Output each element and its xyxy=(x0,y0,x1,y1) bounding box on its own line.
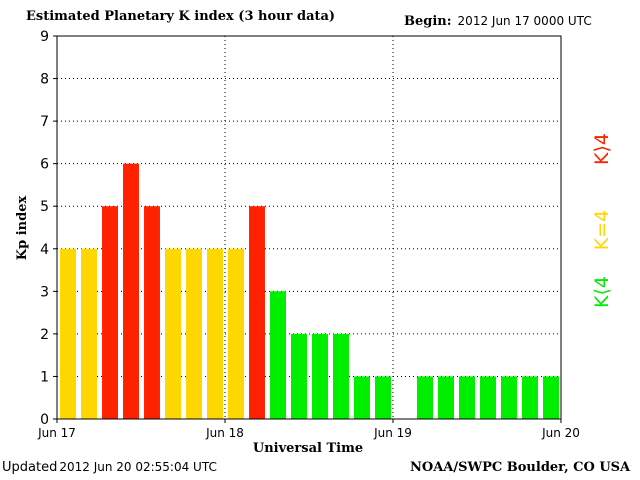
kp-bar xyxy=(480,376,496,419)
kp-bar xyxy=(81,248,97,419)
kp-bar xyxy=(228,248,244,419)
y-tick-label: 7 xyxy=(40,114,49,130)
y-tick-label: 6 xyxy=(40,157,49,173)
x-axis-label: Universal Time xyxy=(253,441,363,456)
chart-title: Estimated Planetary K index (3 hour data… xyxy=(26,9,336,24)
legend-greater: K⟩4 xyxy=(591,133,613,165)
kp-bar xyxy=(270,291,286,419)
x-tick-label: Jun 17 xyxy=(37,426,76,440)
y-tick-label: 2 xyxy=(40,327,49,343)
x-tick-label: Jun 19 xyxy=(373,426,412,440)
kp-bar xyxy=(291,333,307,419)
kp-bar xyxy=(144,206,160,419)
begin-time: Begin: 2012 Jun 17 0000 UTC xyxy=(404,14,592,29)
y-tick-label: 0 xyxy=(40,412,49,428)
updated-label: Updated xyxy=(2,460,58,475)
kp-bar xyxy=(417,376,433,419)
grid-lines xyxy=(57,36,561,419)
legend-less: K⟨4 xyxy=(591,276,613,308)
begin-label: Begin: xyxy=(404,14,452,29)
kp-bar xyxy=(543,376,559,419)
begin-value: 2012 Jun 17 0000 UTC xyxy=(457,14,592,28)
y-tick-label: 8 xyxy=(40,72,49,88)
kp-bar xyxy=(60,248,76,419)
y-axis-label: Kp index xyxy=(15,196,30,261)
kp-bar xyxy=(249,206,265,419)
y-tick-label: 4 xyxy=(40,242,49,258)
legend-equal: K=4 xyxy=(591,209,613,251)
plot-frame xyxy=(56,35,562,420)
kp-bar xyxy=(522,376,538,419)
kp-bar xyxy=(459,376,475,419)
kp-bar xyxy=(438,376,454,419)
kp-bar xyxy=(375,376,391,419)
kp-bar xyxy=(186,248,202,419)
y-ticks: 0 1 2 3 4 5 6 7 8 9 xyxy=(40,29,57,428)
x-tick-label: Jun 18 xyxy=(205,426,244,440)
kp-bar xyxy=(312,333,328,419)
y-tick-label: 3 xyxy=(40,284,49,300)
kp-bar xyxy=(333,333,349,419)
kp-bar xyxy=(354,376,370,419)
kp-bar xyxy=(165,248,181,419)
kp-bar xyxy=(123,163,139,419)
y-tick-label: 9 xyxy=(40,29,49,45)
kp-bar xyxy=(207,248,223,419)
bars xyxy=(60,163,559,419)
updated-value: 2012 Jun 20 02:55:04 UTC xyxy=(59,460,217,474)
credit: NOAA/SWPC Boulder, CO USA xyxy=(410,460,631,475)
updated-time: Updated 2012 Jun 20 02:55:04 UTC xyxy=(2,460,217,475)
x-ticks: Jun 17 Jun 18 Jun 19 Jun 20 xyxy=(37,419,580,440)
y-tick-label: 5 xyxy=(40,199,49,215)
kp-bar xyxy=(501,376,517,419)
x-tick-label: Jun 20 xyxy=(541,426,580,440)
y-tick-label: 1 xyxy=(40,369,49,385)
kp-bar xyxy=(102,206,118,419)
